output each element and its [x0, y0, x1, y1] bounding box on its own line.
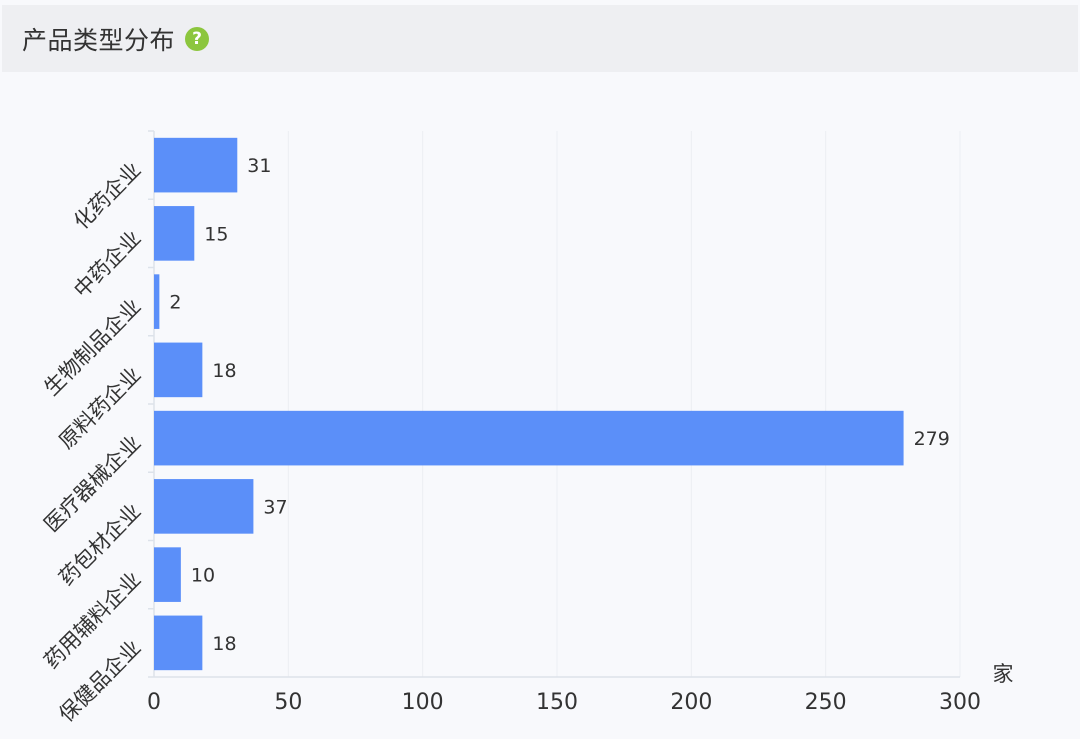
- bar-value-label: 31: [247, 155, 271, 177]
- bar: [154, 615, 203, 671]
- x-tick-label: 150: [536, 690, 578, 715]
- question-circle-icon[interactable]: ?: [185, 26, 210, 51]
- bar: [154, 342, 203, 398]
- bar: [154, 479, 254, 534]
- bar: [154, 137, 238, 193]
- bar: [154, 274, 160, 329]
- bar: [154, 206, 195, 261]
- chart-header: 产品类型分布 ?: [2, 5, 1078, 72]
- bar-value-label: 37: [263, 496, 287, 518]
- bar-chart-container: 31 化药企业 15 中药企业 2 生物制品企业 18 原料药企业 279 医疗器械企业 37 药包材…: [0, 72, 1080, 735]
- x-tick-label: 100: [402, 690, 444, 715]
- bar: [154, 410, 904, 466]
- bar-value-label: 18: [212, 633, 236, 655]
- x-tick-label: 50: [274, 690, 302, 715]
- x-axis-unit-label: 家: [993, 662, 1014, 686]
- x-tick-label: 200: [670, 690, 712, 715]
- x-tick-label: 250: [805, 690, 847, 715]
- category-label: 化药企业: [69, 158, 145, 234]
- bar-value-label: 279: [914, 428, 950, 450]
- x-tick-label: 0: [147, 690, 161, 715]
- category-label: 中药企业: [69, 226, 145, 302]
- bar-value-label: 18: [212, 360, 236, 382]
- x-tick-label: 300: [939, 690, 981, 715]
- bar-value-label: 10: [191, 565, 215, 587]
- bar-value-label: 2: [169, 292, 181, 314]
- bar: [154, 547, 181, 602]
- bar-value-label: 15: [204, 223, 228, 245]
- chart-title: 产品类型分布: [22, 25, 176, 55]
